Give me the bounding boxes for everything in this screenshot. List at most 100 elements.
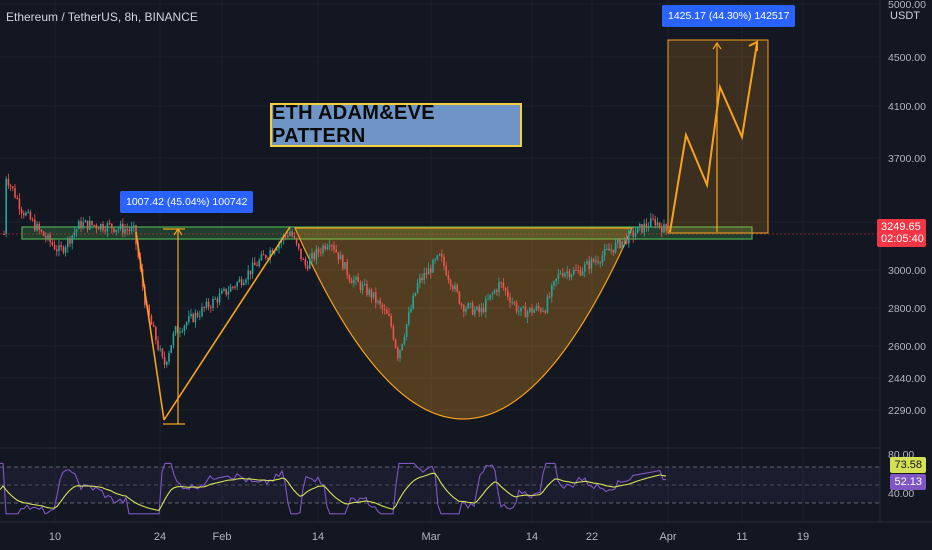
candle (529, 307, 531, 314)
candle (115, 229, 117, 236)
candle (421, 273, 423, 284)
candle (337, 252, 340, 264)
candle (339, 251, 342, 260)
projection-path (669, 42, 758, 233)
candle (487, 293, 489, 301)
candle (152, 321, 155, 328)
candle (535, 303, 538, 312)
candle (49, 232, 51, 248)
candle (441, 249, 443, 262)
candle (370, 287, 373, 304)
price-axis[interactable]: 5000.004500.004100.003700.003300.003000.… (879, 0, 926, 522)
candle (245, 277, 247, 286)
time-tick-label: 22 (586, 531, 598, 543)
candle (608, 242, 610, 251)
candle (212, 295, 214, 311)
time-tick-label: 10 (49, 531, 61, 543)
candle (408, 306, 410, 327)
candle (531, 304, 533, 316)
candle (546, 293, 549, 314)
candle (306, 260, 309, 272)
candle (9, 183, 12, 191)
candle (326, 243, 329, 251)
candle (595, 255, 597, 266)
candle (179, 327, 181, 338)
candle (641, 223, 643, 234)
candle (500, 281, 502, 288)
candle (163, 351, 166, 369)
candle (51, 239, 54, 247)
candle (335, 244, 337, 253)
candle (361, 281, 364, 295)
candle (265, 254, 267, 260)
candle (80, 216, 82, 233)
rsi-tick-label: 40.00 (888, 488, 914, 500)
candle (225, 288, 227, 297)
candle (478, 304, 480, 318)
candle (243, 279, 245, 286)
candle (97, 227, 100, 230)
candle (106, 221, 109, 238)
currency-label[interactable]: USDT (890, 10, 920, 22)
candle (350, 277, 353, 284)
time-tick-label: 24 (154, 531, 166, 543)
candle (221, 288, 223, 295)
candle (111, 223, 113, 234)
candle (579, 266, 582, 277)
chart-grid (0, 0, 880, 522)
candle (295, 237, 298, 247)
candle (623, 237, 626, 247)
rsi-line (0, 462, 666, 515)
price-tick-label: 2800.00 (888, 303, 926, 315)
candle (56, 244, 58, 257)
candle (71, 234, 73, 250)
time-tick-label: Feb (213, 531, 232, 543)
candle (168, 350, 170, 365)
candle (394, 338, 397, 349)
candle (331, 243, 333, 252)
candle (597, 256, 599, 265)
candle (346, 258, 348, 279)
candle (379, 297, 381, 310)
candle (632, 227, 634, 243)
candle (388, 308, 390, 317)
candle (238, 276, 241, 283)
candle (592, 257, 595, 264)
candle (634, 227, 637, 241)
time-axis[interactable]: 10 24 Feb 14 Mar 14 22 Apr 11 19 (0, 521, 932, 543)
candle (23, 210, 25, 219)
candle (427, 262, 430, 275)
candle (445, 261, 447, 277)
candle (269, 247, 271, 264)
candle (562, 268, 564, 278)
candle (342, 254, 344, 271)
current-price-value: 3249.65 (881, 221, 921, 233)
candle (368, 287, 370, 298)
candle (575, 264, 577, 271)
candle (62, 245, 65, 255)
candle (436, 254, 439, 261)
candle (27, 209, 29, 214)
candle (522, 305, 524, 309)
candle (586, 258, 588, 265)
measure-label-left: 1007.42 (45.04%) 100742 (120, 191, 254, 213)
price-tick-label: 2440.00 (888, 373, 926, 385)
measure-left (163, 227, 185, 425)
candle (392, 323, 395, 341)
candle (183, 324, 186, 336)
candle (381, 302, 384, 314)
time-tick-label: 19 (797, 531, 809, 543)
candle (504, 287, 507, 296)
candle (89, 215, 91, 231)
candle (610, 244, 612, 255)
candle (82, 217, 84, 230)
candle (390, 313, 392, 329)
candle (493, 288, 496, 295)
candle (601, 250, 604, 266)
symbol-title[interactable]: Ethereum / TetherUS, 8h, BINANCE (6, 10, 198, 24)
candle (647, 222, 650, 232)
candle (584, 261, 586, 278)
candle (150, 314, 153, 325)
candle (520, 307, 522, 317)
